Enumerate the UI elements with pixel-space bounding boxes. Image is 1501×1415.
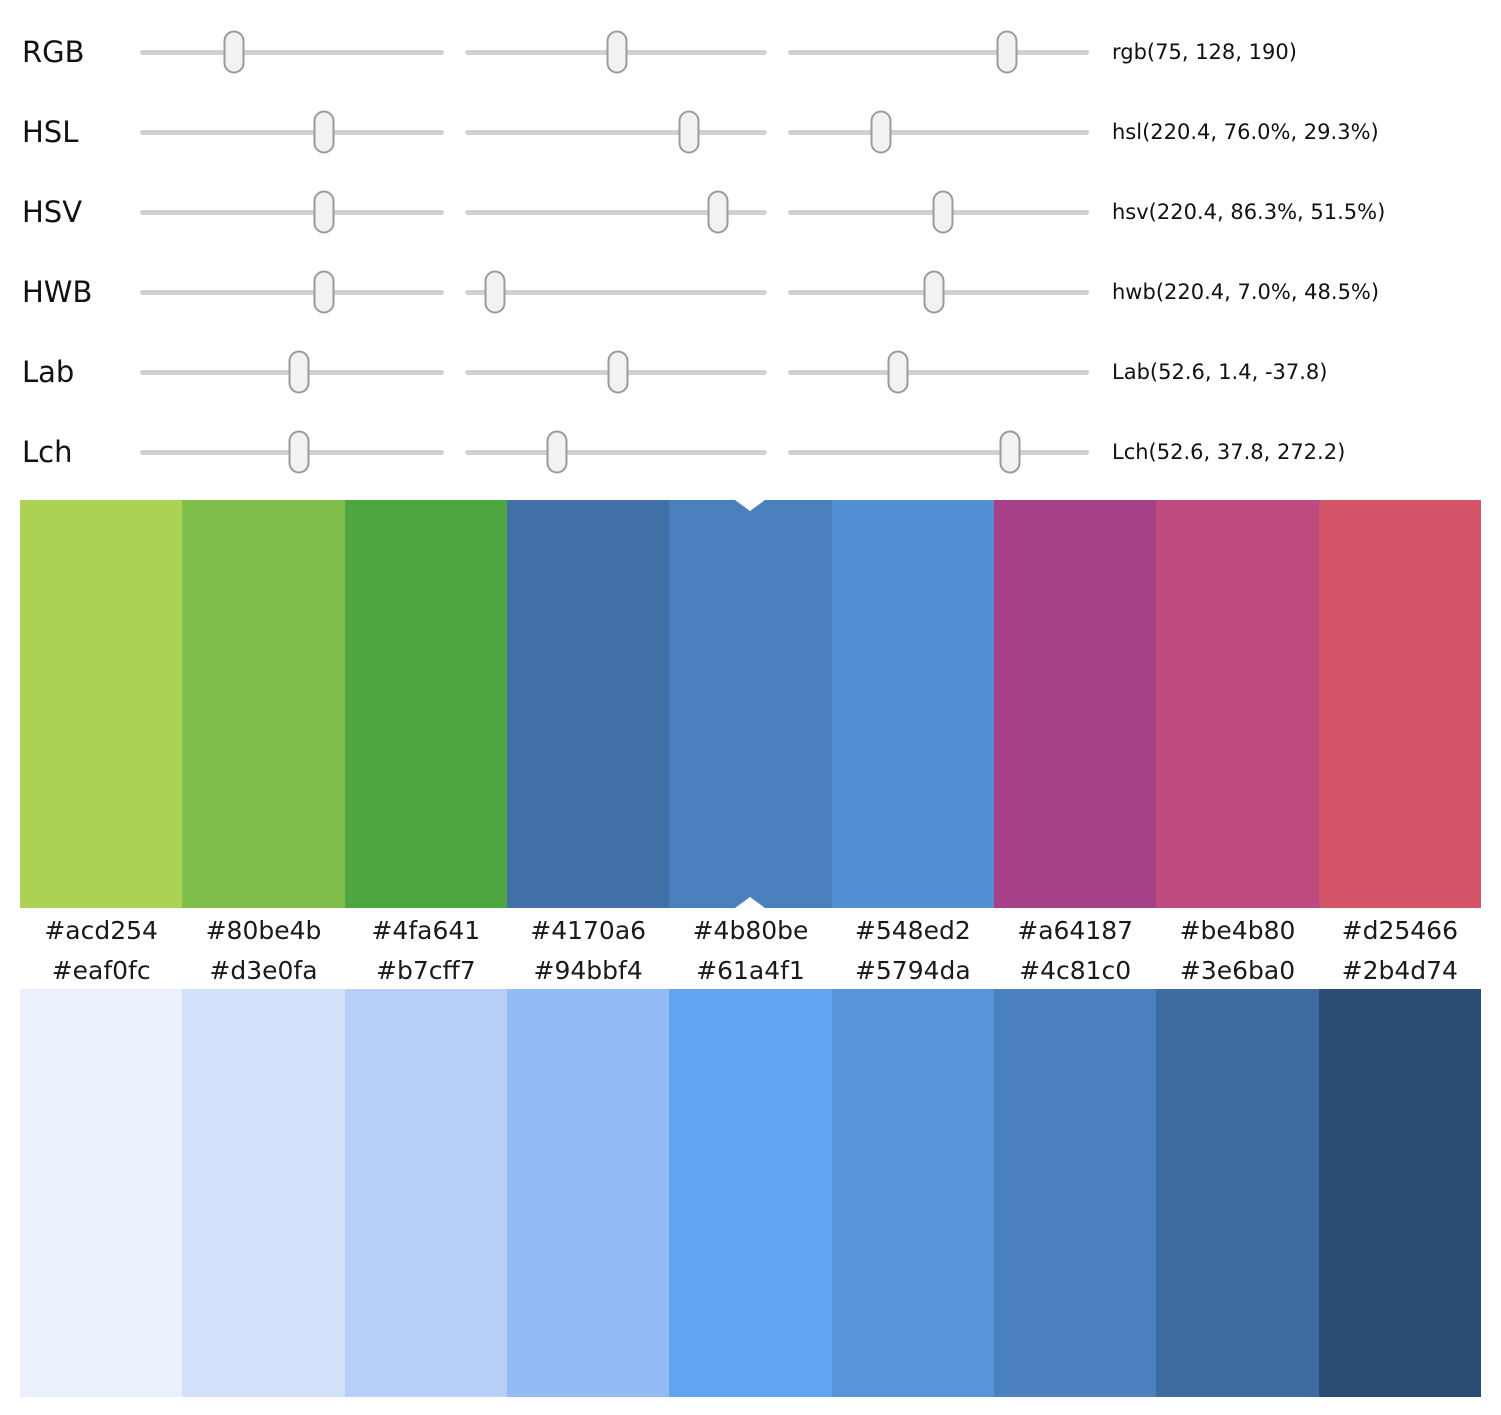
rgb-green-slider-track[interactable]: [465, 30, 767, 74]
hex-label: #94bbf4: [533, 956, 643, 985]
hex-label: #2b4d74: [1341, 956, 1458, 985]
hsv-value-text: hsv(220.4, 86.3%, 51.5%): [1112, 200, 1386, 224]
colorspace-label-lab: Lab: [22, 355, 75, 389]
hsl-lightness-slider-thumb[interactable]: [870, 110, 892, 154]
colorspace-label-hsv: HSV: [22, 195, 83, 229]
palette-bottom-swatch-3[interactable]: [506, 989, 670, 1397]
palette-top-swatch-2[interactable]: [344, 500, 507, 908]
lab-a-slider-thumb[interactable]: [607, 350, 629, 394]
rgb-value-text: rgb(75, 128, 190): [1112, 40, 1297, 64]
hex-label: #5794da: [854, 956, 971, 985]
hsv-value-slider-track[interactable]: [788, 190, 1089, 234]
hex-label: #d25466: [1341, 915, 1458, 945]
colorspace-label-lch: Lch: [22, 435, 73, 469]
slider-row-hsl: HSL hsl(220.4, 76.0%, 29.3%): [0, 92, 1501, 172]
palette-top-hex-labels: #acd254 #80be4b #4fa641 #4170a6 #4b80be …: [20, 908, 1481, 952]
lch-l-slider-track[interactable]: [140, 430, 444, 474]
palette-top-swatch-3[interactable]: [506, 500, 670, 908]
lch-h-slider-thumb[interactable]: [999, 430, 1021, 474]
palette-bottom-swatch-0[interactable]: [20, 989, 183, 1397]
slider-row-lch: Lch Lch(52.6, 37.8, 272.2): [0, 412, 1501, 492]
slider-row-hwb: HWB hwb(220.4, 7.0%, 48.5%): [0, 252, 1501, 332]
hex-label: #acd254: [44, 915, 158, 945]
hwb-blackness-slider-thumb[interactable]: [923, 270, 945, 314]
hwb-hue-slider-thumb[interactable]: [313, 270, 335, 314]
lch-l-slider-thumb[interactable]: [288, 430, 310, 474]
palette-bottom-swatch-8[interactable]: [1318, 989, 1481, 1397]
palette-top-swatch-7[interactable]: [1156, 500, 1319, 908]
hex-label: #eaf0fc: [51, 956, 151, 985]
palette-top-swatch-5[interactable]: [831, 500, 994, 908]
hsl-hue-slider-track[interactable]: [140, 110, 444, 154]
hex-label: #4b80be: [692, 915, 809, 945]
lch-c-slider-thumb[interactable]: [546, 430, 568, 474]
lab-l-slider-thumb[interactable]: [288, 350, 310, 394]
slider-panel: RGB rgb(75, 128, 190) HSL hsl(220.4, 76.…: [0, 0, 1501, 492]
lch-value-text: Lch(52.6, 37.8, 272.2): [1112, 440, 1346, 464]
hex-label: #be4b80: [1179, 915, 1296, 945]
palette-top-swatch-6[interactable]: [993, 500, 1157, 908]
hsv-hue-slider-thumb[interactable]: [313, 190, 335, 234]
lab-value-text: Lab(52.6, 1.4, -37.8): [1112, 360, 1328, 384]
palette-top-swatch-0[interactable]: [20, 500, 183, 908]
lab-b-slider-thumb[interactable]: [887, 350, 909, 394]
hex-label: #61a4f1: [696, 956, 805, 985]
colorspace-label-hsl: HSL: [22, 115, 79, 149]
rgb-red-slider-thumb[interactable]: [223, 30, 245, 74]
slider-row-lab: Lab Lab(52.6, 1.4, -37.8): [0, 332, 1501, 412]
hsl-hue-slider-thumb[interactable]: [313, 110, 335, 154]
hwb-value-text: hwb(220.4, 7.0%, 48.5%): [1112, 280, 1380, 304]
lch-h-slider-track[interactable]: [788, 430, 1089, 474]
hex-label: #a64187: [1017, 915, 1134, 945]
hsl-saturation-slider-thumb[interactable]: [678, 110, 700, 154]
hex-label: #80be4b: [205, 915, 322, 945]
hex-label: #4fa641: [371, 915, 481, 945]
lab-a-slider-track[interactable]: [465, 350, 767, 394]
palette-bottom-swatch-5[interactable]: [831, 989, 994, 1397]
palette-top-swatch-1[interactable]: [182, 500, 345, 908]
hwb-whiteness-slider-thumb[interactable]: [484, 270, 506, 314]
colorspace-label-hwb: HWB: [22, 275, 93, 309]
palette-bottom-swatch-2[interactable]: [344, 989, 507, 1397]
rgb-green-slider-thumb[interactable]: [606, 30, 628, 74]
palette-bottom-swatch-1[interactable]: [182, 989, 345, 1397]
hex-label: #d3e0fa: [209, 956, 318, 985]
hsl-lightness-slider-track[interactable]: [788, 110, 1089, 154]
hsv-saturation-slider-thumb[interactable]: [707, 190, 729, 234]
hex-label: #4c81c0: [1019, 956, 1132, 985]
selected-marker-bottom-icon: [735, 897, 766, 908]
palette-top-swatch-8[interactable]: [1318, 500, 1481, 908]
rgb-blue-slider-thumb[interactable]: [996, 30, 1018, 74]
hsv-saturation-slider-track[interactable]: [465, 190, 767, 234]
palette-bottom-hex-labels: #eaf0fc #d3e0fa #b7cff7 #94bbf4 #61a4f1 …: [20, 952, 1481, 989]
lab-b-slider-track[interactable]: [788, 350, 1089, 394]
hsv-hue-slider-track[interactable]: [140, 190, 444, 234]
hsl-value-text: hsl(220.4, 76.0%, 29.3%): [1112, 120, 1379, 144]
palette-bottom-swatch-4[interactable]: [669, 989, 832, 1397]
rgb-red-slider-track[interactable]: [140, 30, 444, 74]
hwb-hue-slider-track[interactable]: [140, 270, 444, 314]
palette-top-swatch-4-selected[interactable]: [669, 500, 832, 908]
hex-label: #b7cff7: [376, 956, 476, 985]
hsl-saturation-slider-track[interactable]: [465, 110, 767, 154]
hex-label: #548ed2: [854, 915, 971, 945]
lch-c-slider-track[interactable]: [465, 430, 767, 474]
lab-l-slider-track[interactable]: [140, 350, 444, 394]
slider-row-rgb: RGB rgb(75, 128, 190): [0, 12, 1501, 92]
hsv-value-slider-thumb[interactable]: [932, 190, 954, 234]
hwb-whiteness-slider-track[interactable]: [465, 270, 767, 314]
palette-bottom-swatch-7[interactable]: [1156, 989, 1319, 1397]
palette-lightness-swatches: [20, 989, 1481, 1397]
palette-hue-swatches: [20, 500, 1481, 908]
slider-row-hsv: HSV hsv(220.4, 86.3%, 51.5%): [0, 172, 1501, 252]
hex-label: #3e6ba0: [1179, 956, 1296, 985]
hwb-blackness-slider-track[interactable]: [788, 270, 1089, 314]
rgb-blue-slider-track[interactable]: [788, 30, 1089, 74]
palette-bottom-swatch-6[interactable]: [993, 989, 1157, 1397]
colorspace-label-rgb: RGB: [22, 35, 85, 69]
selected-marker-top-icon: [735, 500, 766, 511]
hex-label: #4170a6: [530, 915, 647, 945]
